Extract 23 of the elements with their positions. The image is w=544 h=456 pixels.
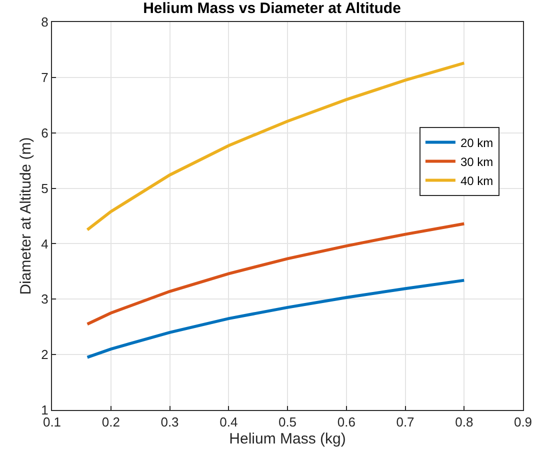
x-tick-label: 0.5 (278, 414, 297, 430)
legend-label: 40 km (460, 174, 494, 188)
x-tick-label: 0.8 (455, 414, 474, 430)
y-tick-label: 5 (41, 180, 48, 196)
x-tick-label: 0.7 (396, 414, 414, 430)
y-tick-label: 4 (41, 236, 48, 252)
y-tick-label: 2 (41, 347, 48, 362)
legend-label: 30 km (460, 154, 494, 169)
line-series (86, 222, 466, 326)
y-tick-label: 7 (41, 70, 48, 85)
y-axis-title: Diameter at Altitude (m) (17, 137, 34, 295)
x-tick-label: 0.6 (337, 414, 356, 430)
x-tick-label: 0.4 (220, 414, 238, 430)
legend-label: 20 km (460, 136, 494, 150)
y-tick-label: 6 (41, 125, 48, 140)
x-tick-label: 0.9 (514, 414, 532, 430)
y-tick-label: 3 (41, 292, 48, 307)
x-tick-label: 0.2 (102, 414, 120, 430)
y-tick-label: 8 (41, 14, 48, 30)
x-tick-label: 0.3 (160, 414, 179, 430)
x-axis-title: Helium Mass (kg) (229, 430, 346, 448)
chart-title: Helium Mass vs Diameter at Altitude (143, 0, 401, 17)
line-series (86, 278, 466, 359)
